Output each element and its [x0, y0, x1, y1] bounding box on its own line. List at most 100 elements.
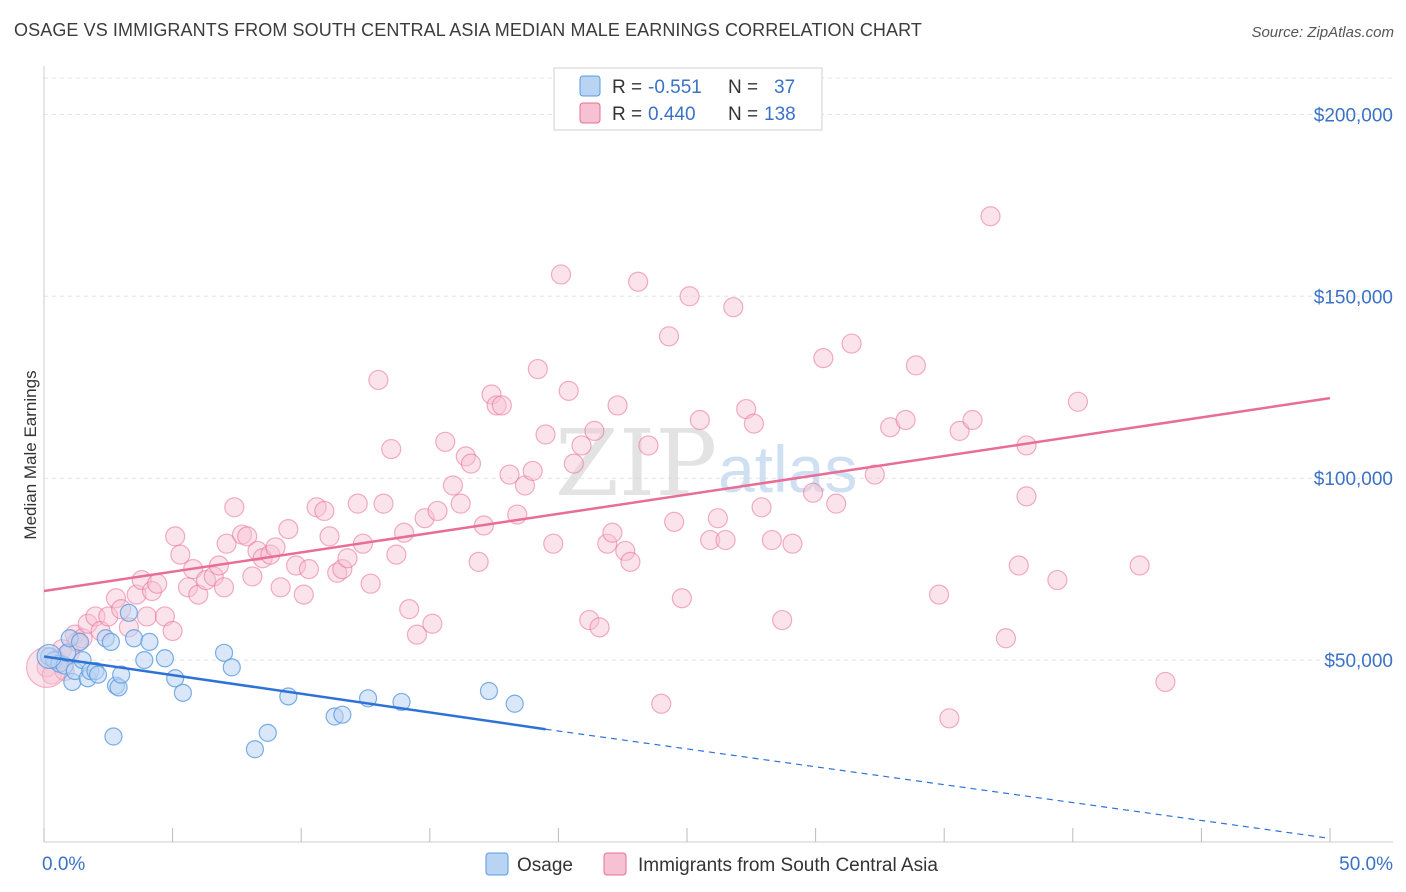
osage-point	[222, 658, 241, 677]
immigrants-point	[170, 544, 191, 565]
immigrants-point	[597, 533, 618, 554]
immigrants-point	[550, 264, 572, 285]
immigrants-point	[939, 708, 960, 729]
legend-swatch-immigrants	[579, 102, 601, 124]
y-tick-labels: $50,000 $100,000 $150,000 $200,000	[1314, 105, 1393, 672]
immigrants-point	[213, 577, 235, 598]
immigrants-point	[895, 409, 916, 431]
bottom-legend-immigrants: Immigrants from South Central Asia	[638, 855, 938, 876]
immigrants-point	[638, 435, 659, 456]
watermark-atlas: atlas	[718, 432, 857, 506]
immigrants-point	[481, 384, 502, 405]
axes	[43, 66, 1393, 843]
immigrants-point	[422, 613, 443, 634]
osage-trend-extension	[545, 728, 1331, 839]
osage-point	[333, 705, 352, 724]
immigrants-point	[995, 628, 1017, 649]
immigrants-point	[386, 544, 407, 565]
immigrants-point	[522, 460, 543, 482]
immigrants-point	[141, 580, 163, 602]
immigrants-point	[664, 511, 685, 532]
immigrants-point	[928, 584, 950, 605]
immigrants-point	[700, 529, 721, 551]
immigrants-point	[651, 693, 672, 714]
osage-point	[104, 727, 123, 746]
legend-r-value-2: 0.440	[648, 104, 696, 125]
immigrants-point	[399, 599, 420, 620]
immigrants-point	[658, 326, 680, 347]
immigrants-point	[826, 493, 847, 514]
immigrants-point	[373, 493, 394, 514]
immigrants-point	[980, 206, 1001, 227]
immigrants-point	[293, 584, 314, 605]
immigrants-point	[491, 395, 512, 416]
immigrants-point	[337, 548, 358, 569]
immigrants-point	[1047, 569, 1068, 591]
immigrants-point	[841, 333, 862, 354]
immigrants-point	[962, 409, 983, 431]
immigrants-point	[707, 508, 728, 529]
immigrants-point	[435, 431, 456, 452]
immigrants-point	[679, 286, 700, 307]
immigrants-point	[427, 500, 448, 522]
bottom-legend-swatch-osage	[485, 852, 509, 876]
legend-box: R = -0.551 N = 37 R = 0.440 N = 138	[553, 67, 823, 131]
immigrants-point	[864, 464, 885, 485]
immigrants-point	[620, 551, 641, 572]
trend-lines	[43, 396, 1331, 839]
immigrants-point	[543, 533, 564, 554]
immigrants-point	[1155, 671, 1176, 693]
immigrants-point	[270, 577, 291, 598]
immigrants-point	[203, 566, 224, 587]
immigrants-points	[25, 206, 1176, 729]
immigrants-trend-line	[43, 396, 1331, 593]
immigrants-point	[723, 297, 744, 318]
osage-point	[258, 723, 277, 742]
osage-point	[214, 643, 234, 662]
source-label: Source: ZipAtlas.com	[1251, 24, 1394, 41]
immigrants-point	[743, 413, 764, 434]
osage-trend-line	[43, 655, 546, 731]
immigrants-point	[468, 551, 489, 572]
legend-swatch-osage	[579, 75, 601, 97]
immigrants-point	[563, 453, 584, 474]
immigrants-point	[628, 271, 649, 292]
immigrants-point	[772, 609, 793, 631]
bottom-legend-swatch-immigrants	[603, 852, 627, 876]
immigrants-point	[761, 529, 782, 551]
immigrants-point	[813, 348, 834, 369]
immigrants-point	[905, 355, 927, 376]
immigrants-point	[368, 369, 389, 391]
legend-r-value-1: -0.551	[648, 77, 702, 98]
immigrants-point	[332, 559, 353, 580]
immigrants-point	[393, 522, 415, 543]
legend-n-value-1: 37	[774, 77, 795, 98]
immigrants-point	[1067, 391, 1089, 412]
y-axis-label: Median Male Earnings	[21, 370, 40, 539]
immigrants-point	[98, 606, 119, 627]
immigrants-point	[265, 537, 286, 558]
watermark-zip: ZIP	[555, 410, 717, 517]
immigrants-point	[558, 380, 579, 401]
y-tick-label: $150,000	[1314, 287, 1393, 308]
immigrants-point	[314, 500, 335, 522]
immigrants-point	[406, 624, 428, 645]
immigrants-point	[782, 533, 803, 554]
osage-point	[88, 665, 108, 684]
immigrants-point	[615, 540, 636, 562]
y-tick-label: $200,000	[1314, 105, 1393, 126]
immigrants-point	[165, 526, 186, 547]
immigrants-point	[450, 493, 471, 514]
y-tick-label: $100,000	[1314, 469, 1393, 490]
osage-point	[101, 632, 120, 652]
osage-point	[245, 740, 265, 759]
immigrants-point	[224, 497, 245, 518]
immigrants-point	[460, 453, 482, 474]
immigrants-point	[602, 522, 623, 543]
immigrants-point	[381, 438, 402, 460]
immigrants-point	[278, 519, 299, 540]
immigrants-point	[715, 529, 736, 551]
immigrants-point	[486, 395, 507, 416]
osage-point	[135, 650, 154, 670]
watermark: ZIP atlas	[555, 410, 857, 517]
